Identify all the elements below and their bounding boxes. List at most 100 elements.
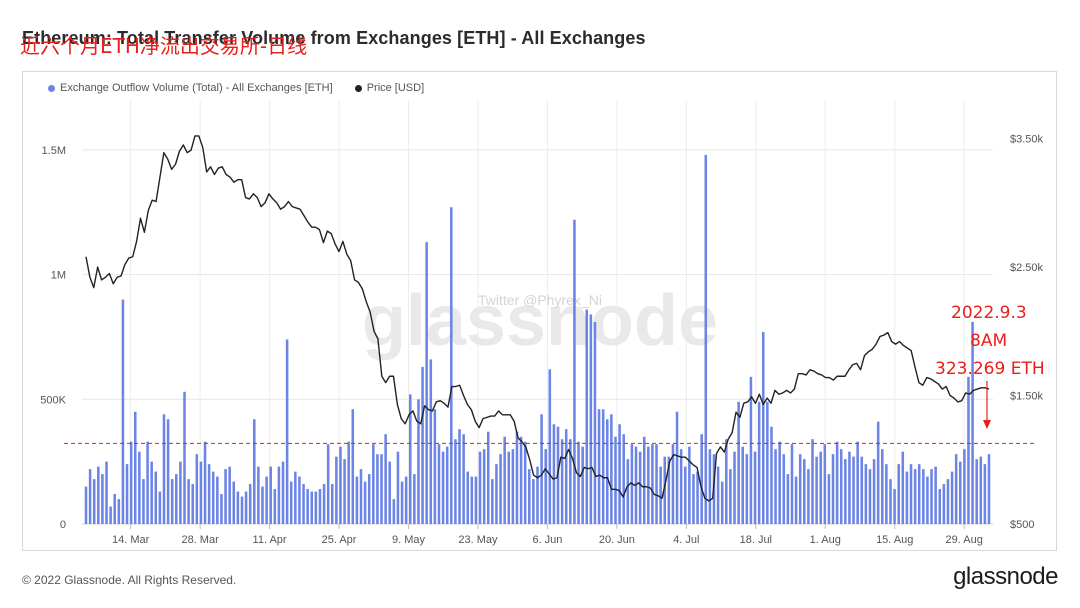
outflow-bar — [413, 474, 416, 524]
legend-item-price[interactable]: Price [USD] — [354, 82, 424, 94]
outflow-bar — [708, 449, 712, 524]
outflow-bar — [745, 454, 749, 524]
outflow-bar — [380, 454, 383, 524]
outflow-bar — [926, 476, 929, 524]
outflow-bar — [470, 476, 474, 524]
outflow-bar — [967, 376, 970, 524]
outflow-bar — [577, 441, 580, 524]
y-left-tick-2: 1M — [51, 270, 66, 282]
outflow-bar — [823, 444, 827, 524]
price-line — [85, 135, 990, 502]
outflow-bar — [725, 439, 728, 524]
outflow-bar — [138, 451, 141, 524]
x-tick-label-0: 14. Mar — [112, 534, 150, 546]
outflow-bar — [314, 491, 318, 524]
outflow-bar — [236, 491, 240, 524]
y-right-tick-3: $3.50k — [1010, 134, 1044, 146]
outflow-bar — [277, 466, 281, 524]
outflow-bar — [675, 411, 679, 524]
outflow-bar — [729, 469, 732, 524]
outflow-bar — [294, 471, 297, 524]
outflow-bar — [688, 446, 691, 524]
x-tick-label-5: 23. May — [458, 534, 498, 546]
outflow-bar — [848, 451, 851, 524]
outflow-bar — [647, 446, 650, 524]
outflow-bar — [133, 411, 137, 524]
outflow-bar — [881, 449, 884, 524]
legend-dot-outflow — [48, 84, 55, 92]
x-tick-label-11: 15. Aug — [876, 534, 913, 546]
outflow-bar — [860, 456, 864, 524]
outflow-bar — [946, 479, 950, 524]
outflow-bar — [720, 481, 724, 524]
legend-item-outflow[interactable]: Exchange Outflow Volume (Total) - All Ex… — [48, 82, 333, 94]
x-tick-label-8: 4. Jul — [673, 534, 699, 546]
outflow-bar — [794, 476, 798, 524]
chinese-caption: 近六个月ETH净流出交易所-日线 — [20, 34, 308, 58]
outflow-bar — [552, 424, 556, 524]
outflow-bar — [815, 456, 818, 524]
outflow-bar — [367, 474, 371, 524]
outflow-bar — [232, 481, 236, 524]
outflow-bar — [310, 491, 314, 524]
outflow-bar — [495, 464, 498, 524]
outflow-bar — [753, 451, 757, 524]
outflow-bar — [158, 491, 162, 524]
outflow-bar — [511, 449, 515, 524]
outflow-bar — [404, 476, 408, 524]
outflow-bar — [92, 479, 96, 524]
outflow-bar — [347, 441, 350, 524]
outflow-bar — [975, 459, 978, 524]
outflow-bar — [614, 436, 617, 524]
outflow-bar — [790, 444, 794, 524]
outflow-bar — [585, 309, 589, 524]
outflow-bar — [515, 431, 519, 524]
outflow-bar — [109, 506, 112, 524]
outflow-bar — [491, 479, 494, 524]
outflow-bar — [597, 409, 601, 524]
outflow-bar — [117, 499, 121, 524]
outflow-bar — [589, 314, 593, 524]
outflow-bar — [622, 434, 625, 524]
outflow-bar — [733, 451, 736, 524]
outflow-bar — [306, 489, 309, 524]
outflow-bar — [749, 376, 753, 524]
x-tick-label-1: 28. Mar — [181, 534, 219, 546]
outflow-bar — [261, 486, 264, 524]
outflow-bar — [187, 479, 190, 524]
outflow-bar — [269, 466, 272, 524]
outflow-bar — [704, 154, 708, 524]
outflow-bar — [372, 444, 375, 524]
chart-title: Ethereum: Total Transfer Volume from Exc… — [22, 28, 646, 48]
outflow-bar — [253, 419, 256, 524]
outflow-bar — [954, 454, 958, 524]
outflow-bar — [384, 434, 387, 524]
outflow-bar — [938, 489, 942, 524]
outflow-bar — [774, 449, 777, 524]
outflow-bar — [593, 321, 597, 524]
outflow-bar — [544, 449, 547, 524]
outflow-bar — [322, 484, 326, 524]
outflow-bar — [396, 451, 400, 524]
outflow-bar — [655, 444, 658, 524]
outflow-bar — [450, 207, 453, 524]
outflow-bar — [220, 494, 223, 524]
chart-legend[interactable]: Exchange Outflow Volume (Total) - All Ex… — [48, 82, 424, 94]
outflow-bar — [798, 454, 802, 524]
outflow-bar — [482, 449, 486, 524]
outflow-bar — [298, 476, 301, 524]
outflow-bar — [679, 449, 683, 524]
outflow-bar — [462, 434, 465, 524]
glassnode-logo[interactable]: glassnode — [953, 563, 1058, 590]
y-left-tick-1: 500K — [40, 394, 66, 406]
outflow-bar — [97, 466, 100, 524]
outflow-bar — [913, 469, 917, 524]
outflow-bar — [425, 242, 428, 524]
outflow-bar — [819, 451, 822, 524]
outflow-bar — [355, 476, 359, 524]
outflow-bar — [146, 441, 149, 524]
outflow-bar — [507, 451, 511, 524]
outflow-bar — [474, 476, 478, 524]
outflow-bar — [388, 461, 391, 524]
outflow-bar — [610, 414, 613, 524]
